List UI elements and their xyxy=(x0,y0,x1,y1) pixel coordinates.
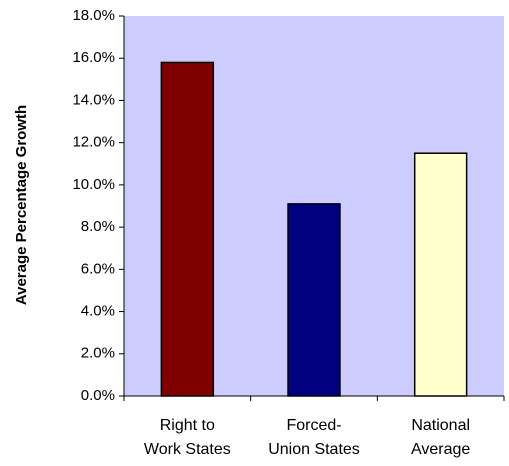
x-tick-label: Work States xyxy=(144,441,231,458)
y-tick-label: 14.0% xyxy=(72,91,115,108)
x-tick-label: National xyxy=(411,417,470,434)
y-tick-label: 6.0% xyxy=(81,260,115,277)
y-tick-label: 16.0% xyxy=(72,49,115,66)
y-axis-label: Average Percentage Growth xyxy=(13,105,30,305)
y-tick-label: 12.0% xyxy=(72,134,115,151)
x-tick-label: Average xyxy=(411,441,470,458)
y-tick-label: 0.0% xyxy=(81,387,115,404)
x-tick-label: Union States xyxy=(268,441,360,458)
y-tick-label: 10.0% xyxy=(72,176,115,193)
bar xyxy=(287,203,341,397)
y-tick-label: 4.0% xyxy=(81,303,115,320)
x-tick-label: Forced- xyxy=(286,417,341,434)
bar xyxy=(160,61,215,397)
x-tick-label: Right to xyxy=(160,417,215,434)
y-tick-label: 2.0% xyxy=(81,345,115,362)
y-tick-label: 18.0% xyxy=(72,7,115,24)
bar xyxy=(413,152,468,397)
y-tick-label: 8.0% xyxy=(81,218,115,235)
